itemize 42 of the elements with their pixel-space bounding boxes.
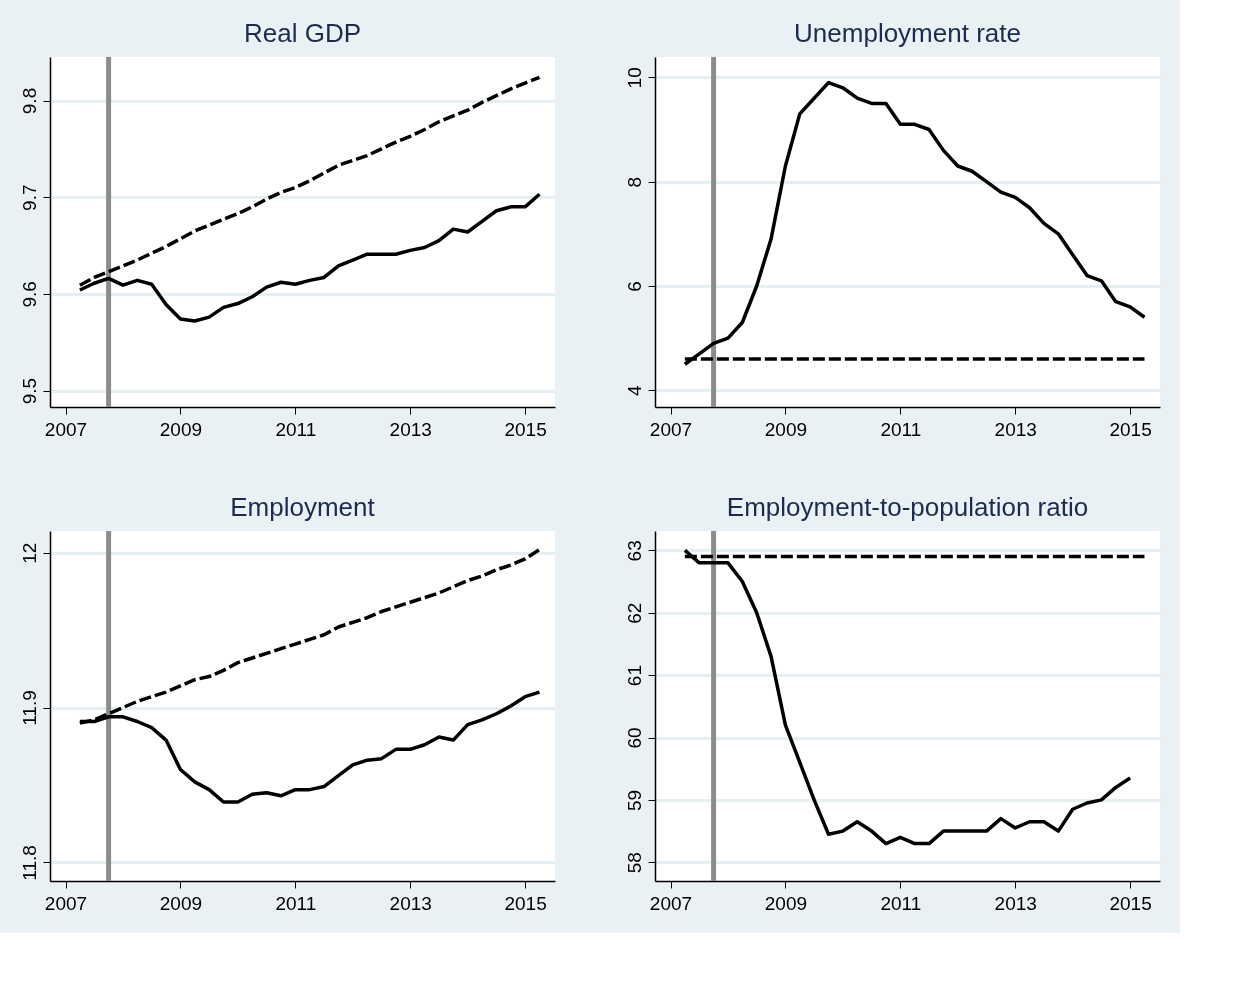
x-tick-label: 2013 <box>389 892 432 914</box>
x-tick-label: 2015 <box>504 892 547 914</box>
x-tick-label: 2009 <box>159 418 203 440</box>
x-tick-label: 2013 <box>994 418 1037 440</box>
x-tick-label: 2015 <box>1109 892 1152 914</box>
y-tick-label: 8 <box>623 176 645 188</box>
x-tick-label: 2009 <box>764 418 808 440</box>
y-tick-label: 63 <box>623 540 645 562</box>
y-tick-label: 6 <box>623 281 645 292</box>
x-tick-label: 2007 <box>649 418 693 440</box>
y-tick-label: 59 <box>623 789 645 811</box>
y-tick-label: 11.8 <box>18 845 40 881</box>
y-tick-label: 9.7 <box>18 184 40 211</box>
chart-title: Unemployment rate <box>794 17 1021 48</box>
y-tick-label: 58 <box>623 852 645 874</box>
x-tick-label: 2009 <box>159 892 203 914</box>
y-tick-label: 4 <box>623 385 645 397</box>
x-tick-label: 2011 <box>880 892 922 914</box>
y-tick-label: 9.5 <box>18 377 40 405</box>
x-tick-label: 2007 <box>44 892 88 914</box>
x-tick-label: 2011 <box>880 418 922 440</box>
x-tick-label: 2007 <box>44 418 88 440</box>
x-tick-label: 2011 <box>275 418 317 440</box>
x-tick-label: 2013 <box>994 892 1037 914</box>
y-tick-label: 9.8 <box>18 87 40 115</box>
y-tick-label: 60 <box>623 727 645 749</box>
x-tick-label: 2009 <box>764 892 808 914</box>
x-tick-label: 2013 <box>389 418 432 440</box>
chart-title: Real GDP <box>243 17 362 48</box>
x-tick-label: 2015 <box>1109 418 1152 440</box>
y-tick-label: 11.9 <box>18 690 40 726</box>
x-tick-label: 2015 <box>504 418 547 440</box>
y-tick-label: 61 <box>623 665 645 687</box>
y-tick-label: 12 <box>18 542 40 564</box>
y-tick-label: 9.6 <box>18 281 40 308</box>
chart-title: Employment-to-population ratio <box>726 491 1089 522</box>
y-tick-label: 62 <box>623 602 645 624</box>
chart-title: Employment <box>230 491 376 522</box>
line-series <box>683 80 1147 366</box>
x-tick-label: 2007 <box>649 892 693 914</box>
x-tick-label: 2011 <box>275 892 317 914</box>
y-tick-label: 10 <box>623 67 645 89</box>
